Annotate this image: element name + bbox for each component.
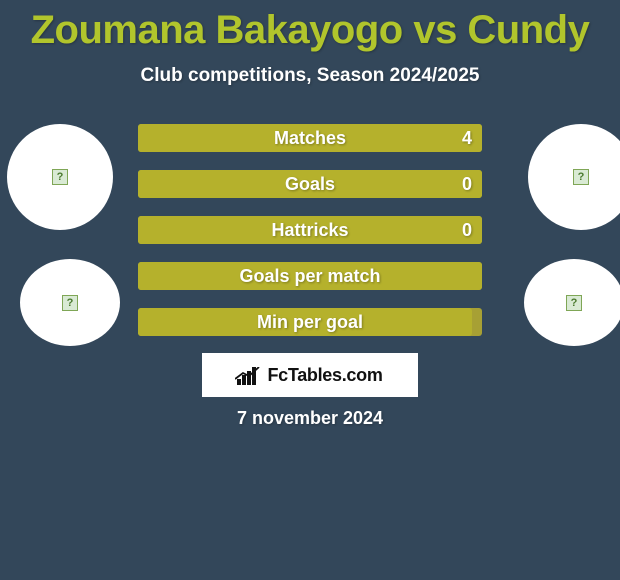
stat-bar-value: 0 (462, 220, 472, 241)
fctables-logo: FcTables.com (202, 353, 418, 397)
stat-bar: Hattricks0 (138, 216, 482, 244)
stat-bar-label: Goals (138, 174, 482, 195)
page-subtitle: Club competitions, Season 2024/2025 (0, 65, 620, 87)
stat-bar-label: Goals per match (138, 266, 482, 287)
stat-bar-value: 4 (462, 128, 472, 149)
page-title: Zoumana Bakayogo vs Cundy (0, 0, 620, 53)
placeholder-icon: ? (573, 169, 589, 185)
player1-club-logo: ? (20, 259, 120, 346)
snapshot-date: 7 november 2024 (0, 408, 620, 429)
stat-bar: Min per goal (138, 308, 482, 336)
placeholder-icon: ? (566, 295, 582, 311)
logo-text: FcTables.com (267, 365, 382, 386)
stat-bar-value: 0 (462, 174, 472, 195)
stats-bars: Matches4Goals0Hattricks0Goals per matchM… (138, 124, 482, 354)
bar-chart-icon (237, 365, 261, 385)
placeholder-icon: ? (62, 295, 78, 311)
player2-club-logo: ? (524, 259, 620, 346)
stat-bar-label: Hattricks (138, 220, 482, 241)
stat-bar-label: Min per goal (138, 312, 482, 333)
stat-bar: Matches4 (138, 124, 482, 152)
player1-avatar: ? (7, 124, 113, 230)
stat-bar: Goals0 (138, 170, 482, 198)
placeholder-icon: ? (52, 169, 68, 185)
player2-avatar: ? (528, 124, 620, 230)
stat-bar-label: Matches (138, 128, 482, 149)
stat-bar: Goals per match (138, 262, 482, 290)
